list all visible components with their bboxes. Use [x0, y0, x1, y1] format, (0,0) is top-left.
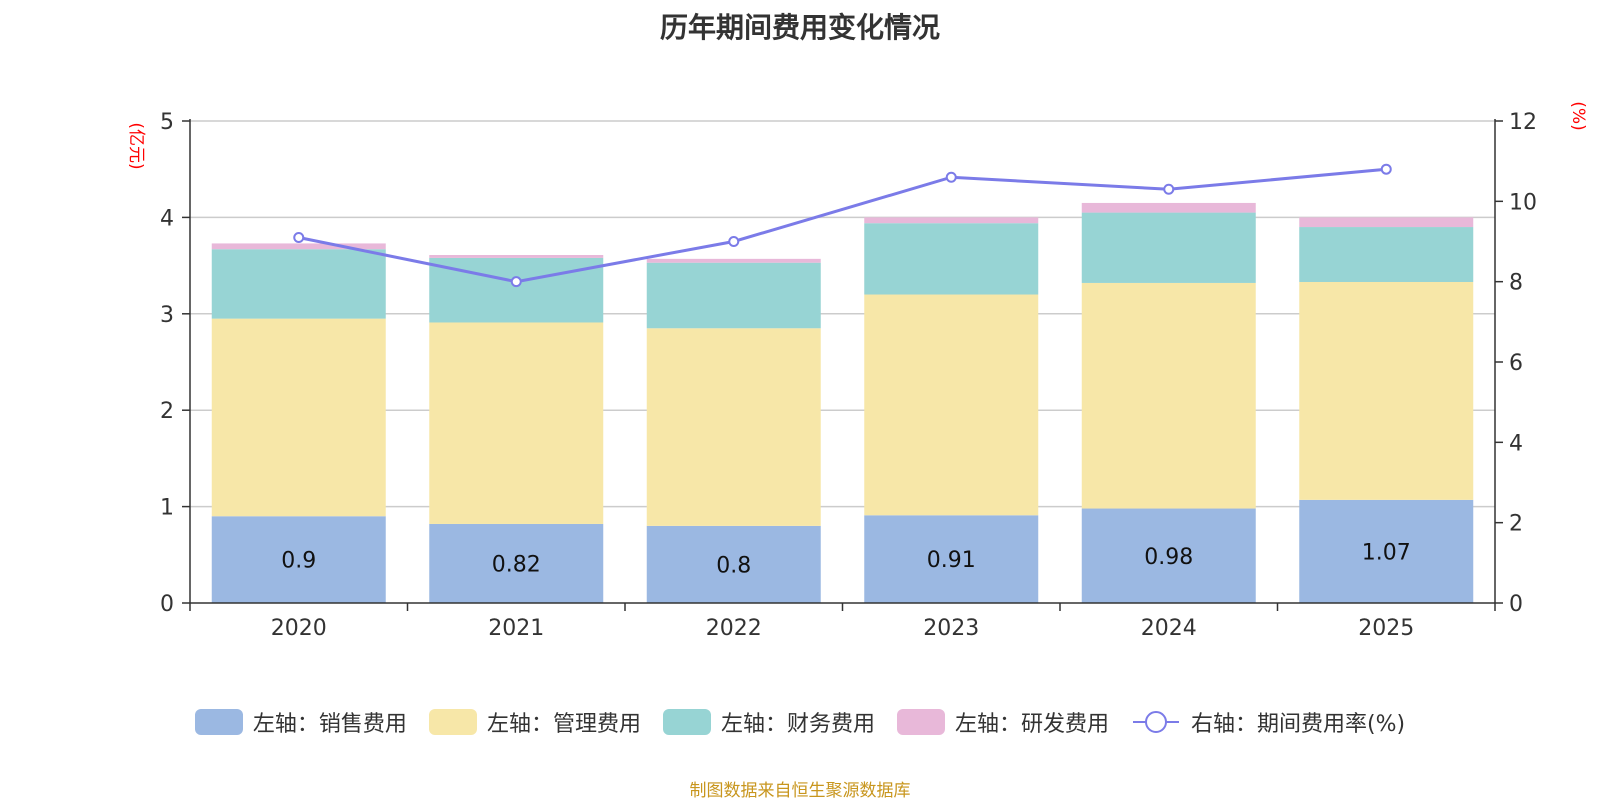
bar-segment: [429, 322, 604, 524]
bar-data-label: 1.07: [1362, 540, 1411, 565]
rate-point: [510, 276, 522, 288]
legend-swatch-rnd: [896, 709, 945, 735]
x-tick-label: 2020: [271, 616, 327, 641]
rate-point: [1163, 183, 1175, 195]
legend-label-admin: 左轴：管理费用: [486, 712, 641, 737]
legend-item-rnd[interactable]: 左轴：研发费用: [896, 706, 1109, 738]
bar-segment: [1081, 508, 1256, 603]
right-tick-label: 12: [1509, 110, 1537, 135]
legend-item-finance[interactable]: 左轴：财务费用: [662, 706, 875, 738]
x-tick-label: 2024: [1141, 616, 1197, 641]
bar-segment: [429, 257, 604, 323]
left-axis-unit: (亿元): [126, 122, 146, 169]
bar-segment: [864, 217, 1039, 224]
x-tick-label: 2022: [706, 616, 762, 641]
legend-swatch-finance: [662, 709, 711, 735]
bar-segment: [211, 249, 386, 319]
rate-point: [728, 236, 740, 247]
bar-segment: [211, 516, 386, 603]
legend-item-rate[interactable]: 右轴：期间费用率(%): [1131, 706, 1405, 738]
right-axis-unit: (%): [1568, 101, 1588, 130]
bar-data-label: 0.8: [716, 553, 751, 578]
left-tick-label: 5: [160, 110, 174, 135]
x-tick-label: 2021: [488, 616, 544, 641]
bar-data-label: 0.91: [927, 548, 976, 573]
bar-segment: [1081, 282, 1256, 509]
legend-label-rate: 右轴：期间费用率(%): [1190, 712, 1406, 737]
bar-data-label: 0.98: [1144, 545, 1193, 570]
legend-line-marker-icon: [1132, 711, 1179, 733]
rate-line: [298, 167, 1387, 284]
left-tick-label: 3: [160, 303, 174, 328]
legend-swatch-admin: [428, 709, 477, 735]
legend-item-admin[interactable]: 左轴：管理费用: [428, 706, 641, 738]
right-tick-label: 10: [1509, 190, 1537, 215]
bar-segment: [646, 525, 821, 603]
data-labels: 0.9 0.82 0.8 0.91 0.98 1.07: [281, 540, 1410, 578]
legend-label-rnd: 左轴：研发费用: [954, 712, 1109, 737]
legend-label-sales: 左轴：销售费用: [252, 712, 407, 737]
bar-segment: [211, 243, 386, 250]
rate-point: [293, 231, 305, 243]
bar-segment: [646, 328, 821, 526]
bar-segment: [1299, 227, 1474, 282]
legend-swatch-sales: [194, 709, 243, 735]
bar-segment: [1299, 499, 1474, 603]
left-tick-label: 2: [160, 399, 174, 424]
line-series: [293, 163, 1392, 288]
rate-point: [1380, 163, 1392, 175]
rate-point: [945, 171, 957, 183]
source-footer: 制图数据来自恒生聚源数据库: [689, 781, 911, 801]
bar-data-label: 0.9: [281, 549, 316, 574]
right-tick-label: 6: [1509, 351, 1523, 376]
bar-segment: [864, 223, 1039, 295]
grid-lines: [190, 120, 1495, 508]
right-tick-label: 2: [1509, 512, 1523, 537]
bar-segment: [429, 254, 604, 258]
right-tick-label: 8: [1509, 271, 1523, 296]
x-tick-label: 2023: [923, 616, 979, 641]
x-tick-label: 2025: [1358, 616, 1414, 641]
bar-data-label: 0.82: [492, 552, 541, 577]
bar-segment: [1299, 217, 1474, 228]
bar-segment: [1081, 212, 1256, 283]
bar-segment: [1081, 202, 1256, 213]
right-tick-label: 4: [1509, 431, 1523, 456]
bar-segment: [646, 262, 821, 329]
bar-segment: [1299, 281, 1474, 500]
left-tick-label: 1: [160, 496, 174, 521]
chart-title: 历年期间费用变化情况: [659, 11, 940, 44]
legend-label-finance: 左轴：财务费用: [720, 712, 875, 737]
bar-series: [211, 202, 1474, 603]
bar-segment: [429, 523, 604, 603]
right-tick-label: 0: [1509, 592, 1523, 617]
legend: 左轴：销售费用 左轴：管理费用 左轴：财务费用 左轴：研发费用 右轴：期间费用率…: [0, 706, 1600, 738]
bar-segment: [864, 294, 1039, 516]
left-tick-label: 0: [160, 592, 174, 617]
bar-segment: [864, 515, 1039, 603]
bar-segment: [211, 318, 386, 517]
left-tick-label: 4: [160, 206, 174, 231]
bar-segment: [646, 258, 821, 263]
legend-item-sales[interactable]: 左轴：销售费用: [194, 706, 407, 738]
